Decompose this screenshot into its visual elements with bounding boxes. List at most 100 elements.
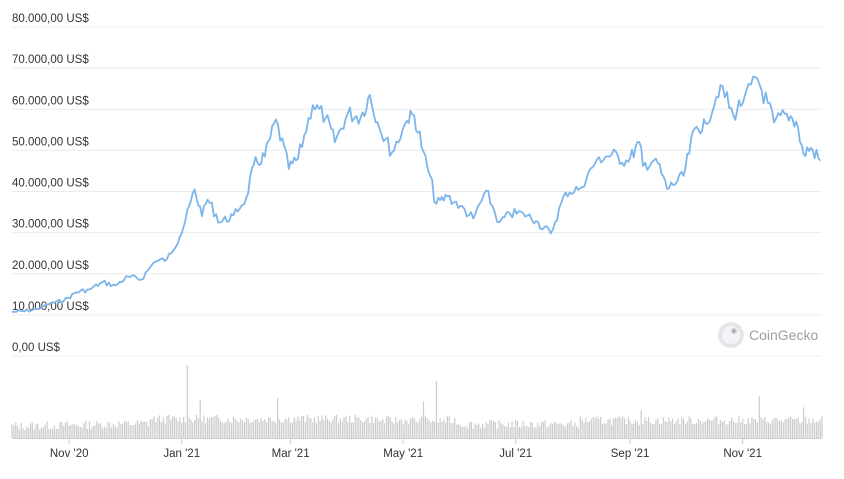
- volume-bar: [208, 418, 210, 438]
- volume-bar: [79, 426, 81, 438]
- volume-bar: [474, 423, 476, 438]
- volume-bar: [314, 417, 316, 438]
- volume-bar: [63, 426, 65, 438]
- volume-bar: [101, 428, 103, 438]
- x-axis: Nov '20 Jan '21 Mar '21 May '21 Jul '21 Sep '…: [12, 438, 822, 460]
- volume-bar: [255, 419, 257, 438]
- volume-bar: [522, 420, 524, 438]
- volume-bar: [518, 427, 520, 438]
- volume-bar: [755, 419, 757, 438]
- volume-bar: [92, 426, 94, 438]
- volume-bar: [16, 425, 19, 438]
- volume-bar: [524, 426, 526, 438]
- volume-bar: [168, 415, 170, 438]
- volume-bar: [707, 418, 709, 438]
- volume-bar: [28, 427, 30, 438]
- volume-bar: [387, 416, 389, 438]
- volume-bar: [40, 427, 43, 438]
- volume-bar: [291, 422, 294, 438]
- volume-bar: [243, 422, 246, 438]
- volume-bar: [448, 416, 450, 438]
- volume-bar: [561, 424, 563, 438]
- volume-bar: [461, 427, 463, 438]
- volume-bar: [295, 420, 297, 438]
- volume-bar: [159, 415, 161, 438]
- volume-bar: [107, 422, 109, 438]
- volume-bar: [411, 417, 413, 438]
- volume-bar: [476, 425, 478, 438]
- volume-bar: [723, 420, 725, 438]
- volume-bar: [122, 423, 124, 438]
- volume-bar: [500, 423, 502, 438]
- volume-bar: [323, 420, 325, 438]
- volume-bar: [408, 424, 410, 438]
- volume-bar: [124, 420, 126, 438]
- volume-bar: [57, 428, 59, 438]
- volume-bar: [127, 421, 129, 438]
- volume-bar: [618, 416, 620, 438]
- volume-bar: [649, 422, 651, 438]
- volume-bar: [339, 418, 341, 438]
- volume-bar: [356, 417, 358, 438]
- volume-bar: [52, 429, 54, 438]
- volume-bar: [214, 416, 216, 438]
- volume-bar: [465, 426, 467, 438]
- volume-bar: [747, 418, 749, 438]
- volume-bar: [719, 420, 722, 438]
- volume-bar: [421, 416, 423, 438]
- grid-lines: [12, 26, 822, 357]
- volume-bar: [157, 417, 159, 438]
- volume-bar: [221, 422, 223, 438]
- volume-bar: [362, 422, 364, 438]
- volume-bar: [515, 420, 517, 438]
- volume-bar: [712, 419, 714, 438]
- volume-bar: [194, 420, 196, 438]
- x-tick-label: Sep '21: [611, 448, 650, 460]
- volume-bar: [786, 419, 788, 438]
- volume-bar: [695, 423, 698, 438]
- volume-bar: [273, 420, 275, 438]
- volume-bar: [690, 418, 692, 438]
- x-tick-label: Mar '21: [272, 448, 310, 460]
- volume-bar: [751, 417, 753, 438]
- volume-bar: [74, 424, 76, 438]
- volume-bar: [317, 416, 319, 438]
- volume-bar: [738, 416, 740, 438]
- volume-bar: [636, 422, 639, 438]
- volume-bar: [520, 426, 522, 438]
- volume-bar: [258, 421, 260, 438]
- x-tick-label: Jan '21: [163, 448, 200, 460]
- volume-bar: [784, 419, 786, 438]
- volume-bar: [81, 427, 83, 438]
- volume-bar: [529, 422, 532, 438]
- volume-bar: [218, 417, 220, 438]
- volume-bar: [365, 418, 367, 438]
- volume-bar: [470, 421, 472, 438]
- y-tick-label: 60.000,00 US$: [12, 95, 89, 107]
- volume-bar: [136, 420, 139, 438]
- volume-bar: [625, 424, 627, 438]
- volume-bar: [15, 422, 17, 438]
- volume-bar: [559, 422, 561, 438]
- volume-bar: [384, 423, 386, 438]
- volume-bar: [653, 423, 655, 438]
- volume-bar: [96, 420, 98, 438]
- volume-bar: [42, 427, 44, 438]
- x-tick-label: Jul '21: [499, 448, 532, 460]
- volume-bar: [648, 416, 650, 438]
- volume-bar: [160, 422, 163, 438]
- volume-bar: [441, 421, 443, 438]
- volume-bar: [469, 422, 471, 438]
- volume-bar: [808, 418, 810, 438]
- volume-bar: [542, 422, 544, 438]
- volume-bar: [72, 424, 74, 438]
- volume-bar: [553, 421, 556, 438]
- volume-bar: [190, 419, 192, 438]
- volume-bars: [11, 365, 823, 439]
- volume-bar: [791, 419, 794, 438]
- volume-bar: [544, 420, 546, 438]
- volume-bar: [374, 417, 377, 438]
- volume-bar: [125, 422, 127, 438]
- volume-bar: [767, 422, 770, 438]
